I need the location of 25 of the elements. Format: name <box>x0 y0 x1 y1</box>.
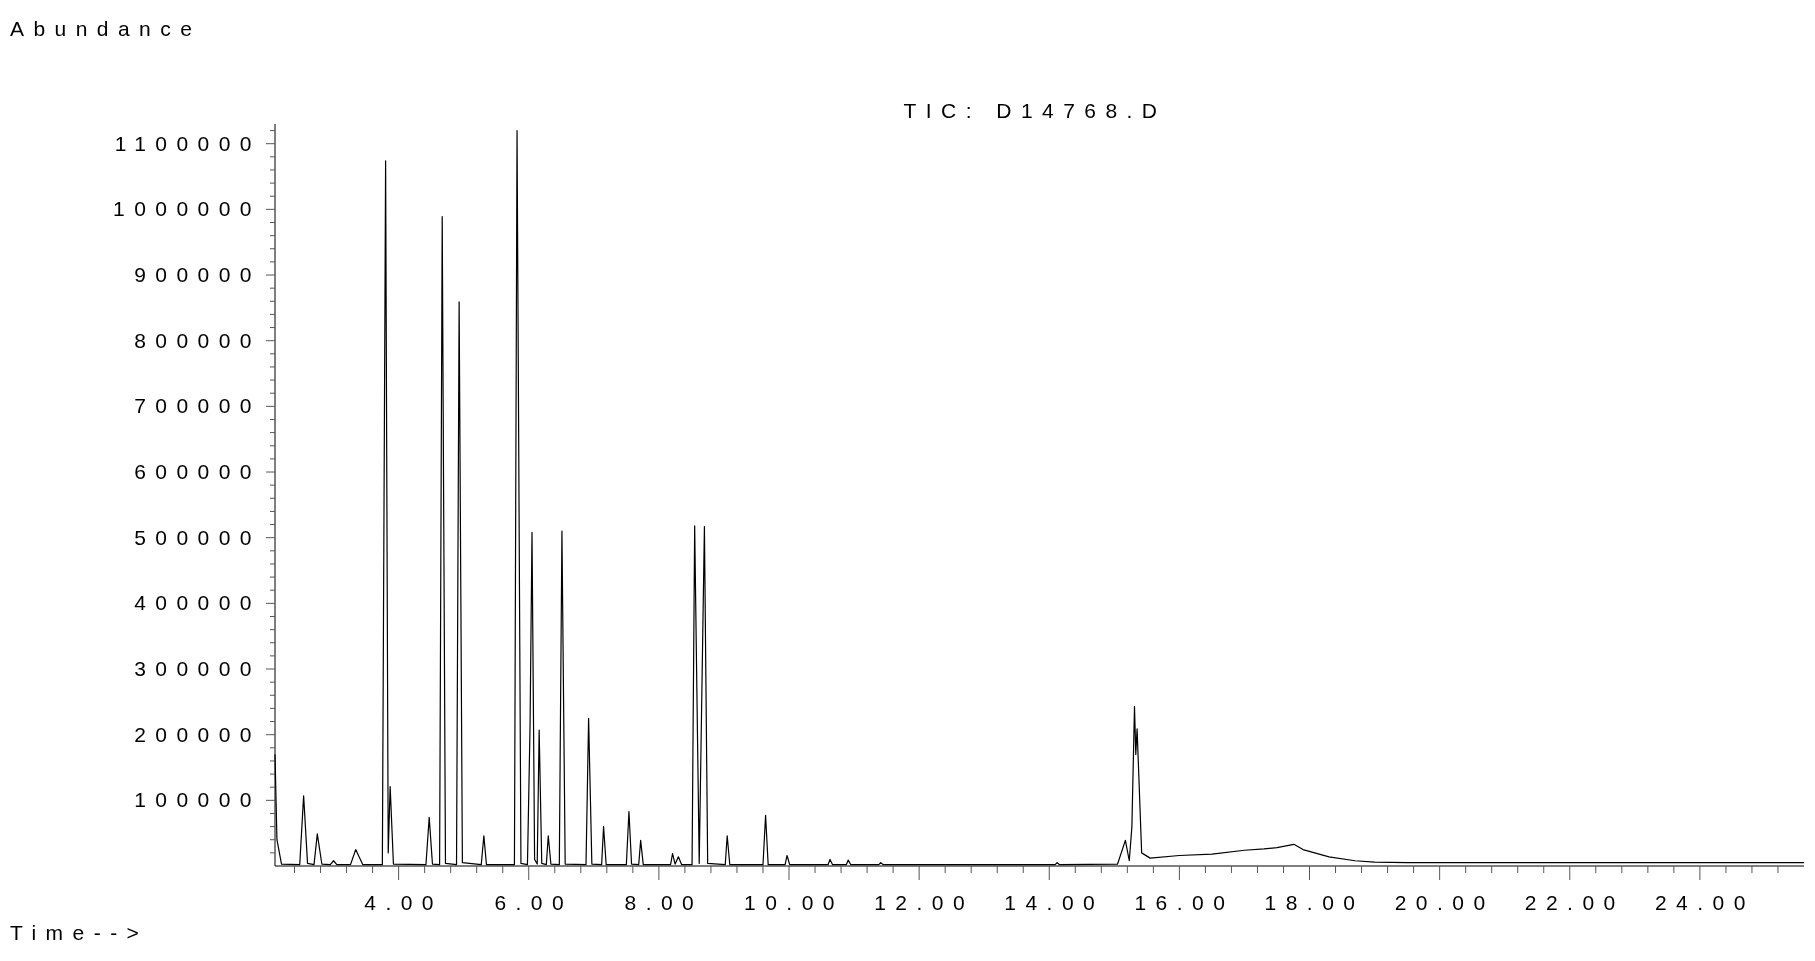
y-tick-label: 200000 <box>134 722 261 746</box>
x-tick-label: 10.00 <box>744 891 844 914</box>
y-tick-label: 700000 <box>134 394 261 418</box>
chart-title: TIC: D14768.D <box>903 99 1167 122</box>
x-tick-label: 12.00 <box>874 891 975 914</box>
x-tick-label: 16.00 <box>1134 891 1235 914</box>
x-tick-label: 6.00 <box>494 891 574 914</box>
y-tick-label: 1100000 <box>114 131 261 155</box>
x-tick-label: 20.00 <box>1394 891 1495 914</box>
y-tick-label: 600000 <box>134 460 261 484</box>
x-tick-label: 8.00 <box>624 891 704 914</box>
x-tick-label: 18.00 <box>1264 891 1365 914</box>
x-tick-label: 22.00 <box>1524 891 1625 914</box>
y-tick-label: 400000 <box>134 591 261 615</box>
y-tick-label: 900000 <box>134 263 261 287</box>
y-axis-title: Abundance <box>10 17 202 40</box>
y-tick-label: 100000 <box>134 788 261 812</box>
x-tick-label: 4.00 <box>364 891 443 914</box>
x-tick-label: 24.00 <box>1654 891 1755 914</box>
x-axis-title: Time--> <box>10 921 149 944</box>
x-tick-label: 14.00 <box>1004 891 1105 914</box>
y-tick-label: 1000000 <box>113 197 261 221</box>
y-tick-label: 300000 <box>134 657 261 681</box>
y-tick-label: 500000 <box>134 525 261 549</box>
y-tick-label: 800000 <box>134 328 261 352</box>
